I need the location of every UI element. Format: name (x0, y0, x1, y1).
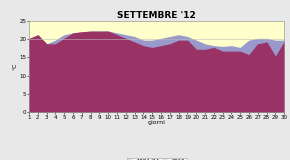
Y-axis label: °C: °C (13, 63, 18, 70)
Title: SETTEMBRE '12: SETTEMBRE '12 (117, 11, 196, 20)
X-axis label: giorni: giorni (148, 120, 166, 125)
Legend: 1984-'11, 2012: 1984-'11, 2012 (127, 158, 186, 160)
